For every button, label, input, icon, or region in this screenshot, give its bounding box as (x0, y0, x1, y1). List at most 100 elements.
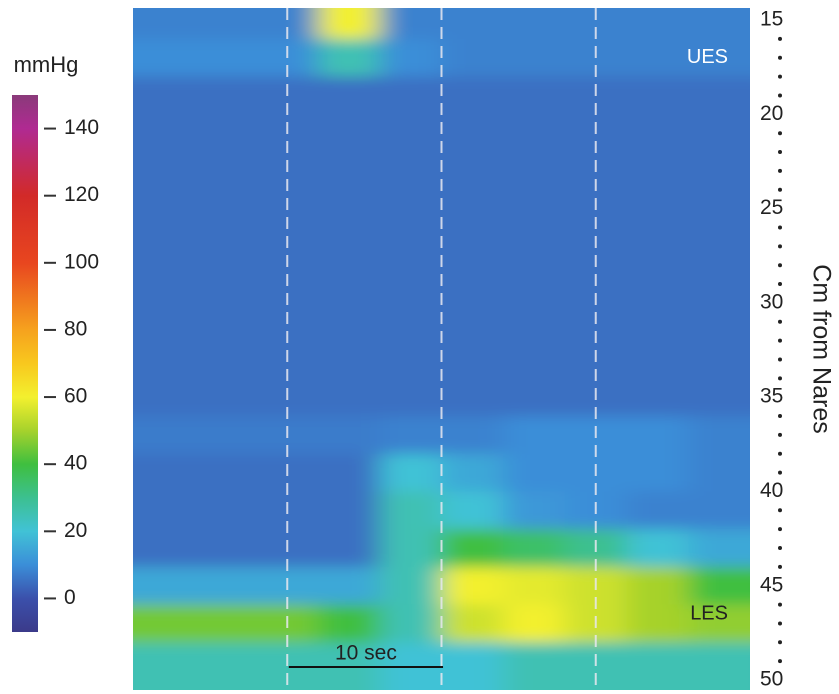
heat-cell (133, 152, 196, 191)
heat-cell (318, 227, 381, 267)
heat-cell (194, 453, 258, 493)
heat-cell (379, 416, 443, 455)
y-minor-tick (778, 357, 782, 362)
heat-cell (441, 227, 505, 267)
y-minor-tick (778, 527, 782, 532)
heat-cell (194, 114, 258, 154)
heat-cell (688, 642, 750, 690)
heat-cell (194, 604, 258, 644)
heat-cell (688, 378, 750, 418)
heat-cell (441, 8, 505, 40)
heat-cell (688, 76, 750, 116)
heat-cell (441, 453, 505, 493)
heat-cell (503, 265, 566, 304)
scale-bar-label: 10 sec (335, 642, 397, 665)
colorbar-tick-label: 60 (64, 385, 87, 408)
heat-cell (441, 189, 505, 229)
y-minor-tick (778, 319, 782, 324)
heat-cell (441, 76, 505, 116)
heat-cell (503, 378, 566, 418)
heat-cell (441, 302, 505, 342)
y-minor-tick (778, 93, 782, 98)
heat-cell (194, 302, 258, 342)
colorbar-tick-label: 120 (64, 183, 99, 206)
heat-cell (133, 604, 196, 644)
heat-cell (318, 152, 381, 191)
heat-cell (503, 340, 566, 380)
y-minor-tick (778, 225, 782, 230)
heat-cell (379, 566, 443, 606)
y-tick-label: 40 (760, 479, 783, 502)
heat-cell (318, 566, 381, 606)
y-minor-tick (778, 602, 782, 607)
heat-cell (133, 416, 196, 455)
y-minor-tick (778, 508, 782, 513)
heat-cell (626, 453, 690, 493)
heat-cell (503, 453, 566, 493)
heat-cell (688, 227, 750, 267)
heat-cell (688, 189, 750, 229)
heat-cell (503, 529, 566, 568)
heat-cell (379, 189, 443, 229)
heat-cell (318, 38, 381, 78)
annotation: LES (690, 602, 728, 624)
heat-cell (626, 566, 690, 606)
heat-cell (626, 227, 690, 267)
colorbar-title: mmHg (14, 52, 79, 77)
heat-cell (379, 302, 443, 342)
heat-cell (379, 152, 443, 191)
colorbar-tick-label: 20 (64, 519, 87, 542)
heat-cell (503, 491, 566, 531)
heat-cell (441, 378, 505, 418)
heat-cell (318, 491, 381, 531)
heat-cell (441, 114, 505, 154)
heat-cell (441, 265, 505, 304)
heat-cell (626, 604, 690, 644)
heat-cell (194, 491, 258, 531)
heat-cell (194, 227, 258, 267)
heat-cell (626, 76, 690, 116)
y-minor-tick (778, 564, 782, 569)
heat-cell (441, 604, 505, 644)
heat-cell (194, 189, 258, 229)
heat-cell (194, 566, 258, 606)
heat-cell (379, 491, 443, 531)
heat-cell (194, 38, 258, 78)
y-tick-label: 30 (760, 290, 783, 313)
heat-cell (133, 378, 196, 418)
y-tick-label: 35 (760, 385, 783, 408)
heat-cell (626, 529, 690, 568)
y-minor-tick (778, 432, 782, 437)
heat-cell (318, 114, 381, 154)
heat-cell (194, 8, 258, 40)
heat-cell (318, 76, 381, 116)
heat-cell (133, 265, 196, 304)
heat-cell (194, 642, 258, 690)
heat-cell (503, 642, 566, 690)
heat-cell (688, 416, 750, 455)
y-minor-tick (778, 414, 782, 419)
heat-cell (688, 529, 750, 568)
heat-cell (441, 529, 505, 568)
heat-cell (503, 76, 566, 116)
heat-cell (194, 340, 258, 380)
y-minor-tick (778, 376, 782, 381)
heat-cell (441, 642, 505, 690)
heat-cell (503, 38, 566, 78)
heat-cell (318, 604, 381, 644)
heat-cell (379, 265, 443, 304)
heat-cell (503, 114, 566, 154)
y-minor-tick (778, 187, 782, 192)
y-minor-tick (778, 263, 782, 268)
heat-cell (441, 340, 505, 380)
heat-cell (688, 38, 750, 78)
heat-cell (318, 189, 381, 229)
heat-cell (318, 453, 381, 493)
heat-cell (379, 340, 443, 380)
y-tick-label: 45 (760, 573, 783, 596)
heat-cell (133, 189, 196, 229)
heat-cell (503, 604, 566, 644)
heat-cell (379, 76, 443, 116)
heat-cell (626, 340, 690, 380)
heat-cell (194, 152, 258, 191)
